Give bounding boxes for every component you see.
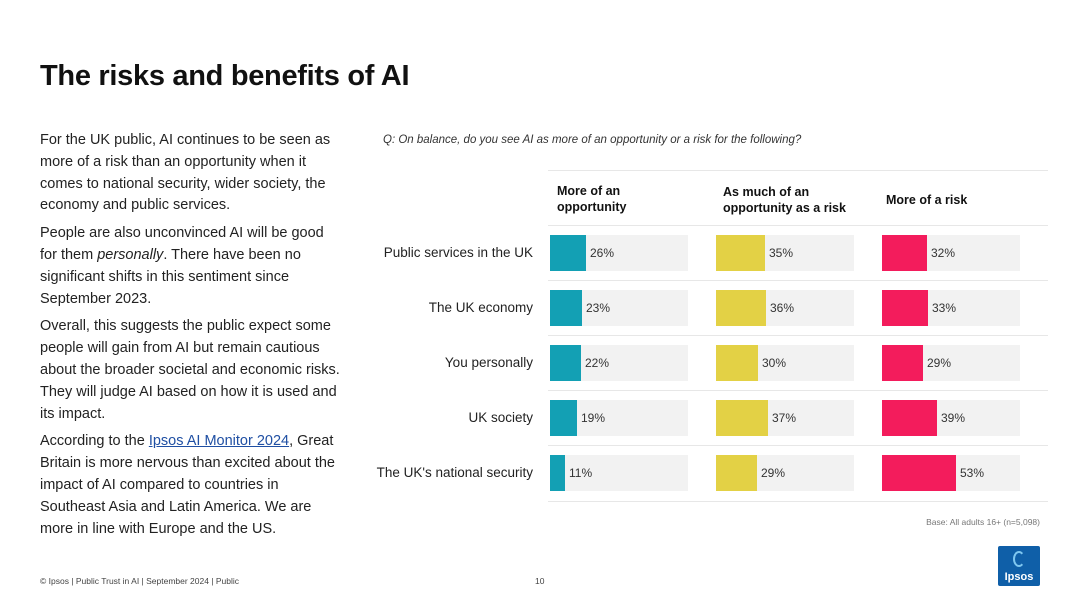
data-label: 36% [770,301,795,315]
bar [716,345,758,381]
data-label: 29% [761,466,786,480]
bar [550,455,565,491]
data-label: 30% [762,356,787,370]
category-label: The UK's national security [376,465,533,480]
bar [716,400,768,436]
bar [716,290,766,326]
paragraph-4: According to the Ipsos AI Monitor 2024, … [40,433,335,537]
emphasis-personally: personally [97,246,164,263]
bar [716,235,765,271]
bar [716,455,757,491]
data-label: 35% [769,246,794,260]
bar-track: 29% [716,455,854,491]
bar [550,290,582,326]
bar-track: 39% [882,400,1020,436]
paragraph-3: Overall, this suggests the public expect… [40,318,340,422]
bar [550,345,581,381]
bar-track: 19% [550,400,688,436]
bar [882,345,923,381]
bar-track: 23% [550,290,688,326]
bar-track: 53% [882,455,1020,491]
category-label: Public services in the UK [383,245,533,260]
data-label: 29% [927,356,952,370]
footer-text: © Ipsos | Public Trust in AI | September… [40,576,240,586]
bar-track: 32% [882,235,1020,271]
grid-line [548,280,1048,281]
bar-track: 33% [882,290,1020,326]
grid-line [548,445,1048,446]
data-label: 39% [941,411,966,425]
page-number: 10 [535,576,545,586]
paragraph-1: For the UK public, AI continues to be se… [40,132,331,214]
legend-series-2: As much of an opportunity as a risk [723,185,846,215]
data-label: 19% [581,411,606,425]
bar [882,455,956,491]
category-label: The UK economy [428,300,533,315]
bar-track: 26% [550,235,688,271]
category-label: UK society [468,410,533,425]
data-label: 32% [931,246,956,260]
bar-track: 30% [716,345,854,381]
bar-track: 29% [882,345,1020,381]
paragraph-2: People are also unconvinced AI will be g… [40,225,324,307]
bar [550,235,586,271]
grid-line [548,501,1048,502]
bar [550,400,577,436]
bar [882,290,928,326]
data-label: 53% [960,466,985,480]
body-text: For the UK public, AI continues to be se… [40,130,340,546]
bar-track: 22% [550,345,688,381]
bar-track: 36% [716,290,854,326]
bar-track: 11% [550,455,688,491]
data-label: 33% [932,301,957,315]
data-label: 23% [586,301,611,315]
category-label: You personally [444,355,533,370]
bar-track: 37% [716,400,854,436]
ipsos-logo: Ipsos [998,546,1040,586]
data-label: 26% [590,246,615,260]
page-title: The risks and benefits of AI [40,60,410,92]
data-label: 22% [585,356,610,370]
chart-question: Q: On balance, do you see AI as more of … [383,134,802,146]
data-label: 11% [569,466,593,480]
grid-line [548,225,1048,226]
bar [882,400,937,436]
bar [882,235,927,271]
base-note: Base: All adults 16+ (n=5,098) [926,517,1040,527]
grid-line [548,170,1048,171]
bar-track: 35% [716,235,854,271]
legend-series-1: More of an opportunity [557,184,627,214]
data-label: 37% [772,411,797,425]
grid-line [548,335,1048,336]
grid-line [548,390,1048,391]
legend-series-3: More of a risk [886,193,968,207]
logo-mark-icon [1013,551,1025,567]
ipsos-ai-monitor-link[interactable]: Ipsos AI Monitor 2024 [148,433,290,450]
